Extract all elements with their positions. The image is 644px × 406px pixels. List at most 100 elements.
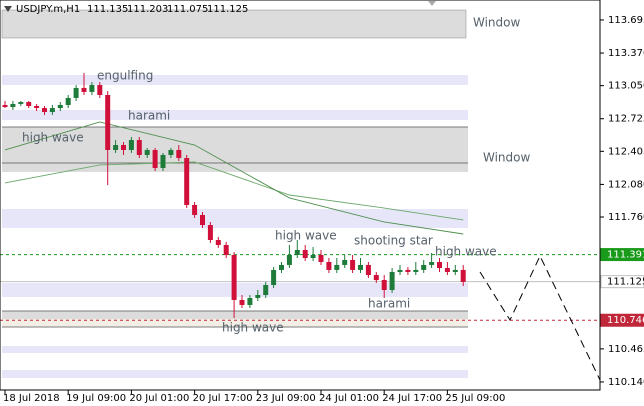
candle-body <box>397 269 403 272</box>
x-tick-label: 20 Jul 01:00 <box>129 393 189 404</box>
candle-body <box>113 145 119 150</box>
candle-body <box>310 254 316 259</box>
candle-body <box>192 204 198 215</box>
candle-body <box>302 249 308 259</box>
candle-body <box>358 264 363 270</box>
candle-body <box>389 271 395 291</box>
ohlc-open: 111.135 <box>87 4 128 15</box>
annotation: high wave <box>22 131 84 145</box>
annotation: engulfing <box>97 69 153 83</box>
candle-body <box>73 87 79 98</box>
candle-body <box>49 108 55 113</box>
candle-body <box>160 154 166 169</box>
candle-body <box>34 106 40 109</box>
candle-body <box>279 264 284 270</box>
candle-body <box>350 259 356 270</box>
candle-body <box>342 259 348 265</box>
candle-body <box>326 262 332 270</box>
annotation: high wave <box>222 321 284 335</box>
plot-frame <box>0 0 601 391</box>
candle-body <box>144 149 150 155</box>
y-tick-label: 111.760 <box>608 212 644 223</box>
moving-average <box>4 121 464 235</box>
annotation: Window <box>473 16 521 30</box>
candle-body <box>57 104 63 109</box>
candle-body <box>231 254 237 300</box>
candle-body <box>18 102 24 104</box>
candle-body <box>286 254 292 265</box>
candle-body <box>223 244 229 255</box>
zone <box>2 127 468 172</box>
forecast-path <box>479 254 601 381</box>
y-tick-label: 112.725 <box>608 114 644 125</box>
candle-body <box>271 269 277 286</box>
candle-body <box>152 149 158 169</box>
candle-body <box>247 297 253 305</box>
zone <box>2 209 468 228</box>
annotation: high wave <box>435 245 497 259</box>
candle-body <box>176 149 182 159</box>
x-tick-label: 24 Jul 01:00 <box>319 393 379 404</box>
y-tick-label: 112.405 <box>608 146 644 157</box>
price-label-box <box>600 275 644 289</box>
ohlc-close: 111.125 <box>207 4 248 15</box>
candle-body <box>136 140 142 155</box>
candle-body <box>65 97 71 105</box>
candle-body <box>121 145 126 150</box>
candle-body <box>452 269 458 272</box>
x-tick-label: 25 Jul 09:00 <box>445 393 505 404</box>
moving-average <box>4 161 464 221</box>
candle-body <box>128 140 134 150</box>
y-tick-label: 110.465 <box>608 344 644 355</box>
candle-body <box>405 269 411 272</box>
candle-body <box>10 103 16 108</box>
x-tick-label: 20 Jul 17:00 <box>193 393 253 404</box>
zone <box>2 370 468 378</box>
shift-marker <box>428 1 436 6</box>
candle-body <box>263 285 269 295</box>
zone <box>2 75 468 85</box>
candle-body <box>294 249 300 255</box>
candle-body <box>81 87 87 92</box>
zone <box>2 311 468 319</box>
y-tick-label: 112.080 <box>608 179 644 190</box>
candle-body <box>97 85 103 96</box>
price-label: 111.391 <box>607 250 644 261</box>
candle-body <box>429 262 435 265</box>
price-label: 111.125 <box>607 277 644 288</box>
zones <box>1 9 468 378</box>
zone <box>1 9 467 39</box>
zone <box>2 110 468 120</box>
annotation: Window <box>483 151 531 165</box>
candle-body <box>215 240 221 245</box>
candle-body <box>89 85 95 92</box>
candle-body <box>444 268 450 272</box>
collapse-icon[interactable] <box>4 6 12 12</box>
symbol: USDJPY.m,H1 <box>16 4 80 15</box>
candle-body <box>318 254 324 263</box>
annotation: high wave <box>275 229 337 243</box>
candle-body <box>239 299 245 305</box>
y-tick-label: 110.140 <box>608 377 644 388</box>
price-label-box <box>600 313 644 327</box>
y-tick-label: 113.370 <box>608 48 644 59</box>
candle-body <box>207 225 213 241</box>
zone <box>2 319 468 327</box>
plot <box>0 73 600 321</box>
candle-body <box>413 269 419 272</box>
y-tick-label: 113.050 <box>608 81 644 92</box>
candle-body <box>184 158 190 205</box>
candle-body <box>26 102 32 107</box>
x-tick-label: 24 Jul 17:00 <box>382 393 442 404</box>
candle-body <box>381 280 387 291</box>
candle-body <box>42 108 47 113</box>
candle-body <box>365 264 371 276</box>
price-label-box <box>600 248 644 262</box>
candle-body <box>421 264 427 270</box>
zone <box>2 346 468 353</box>
price-label: 110.746 <box>607 315 644 326</box>
x-tick-label: 18 Jul 2018 <box>3 393 60 404</box>
y-tick-label: 113.695 <box>608 15 644 26</box>
